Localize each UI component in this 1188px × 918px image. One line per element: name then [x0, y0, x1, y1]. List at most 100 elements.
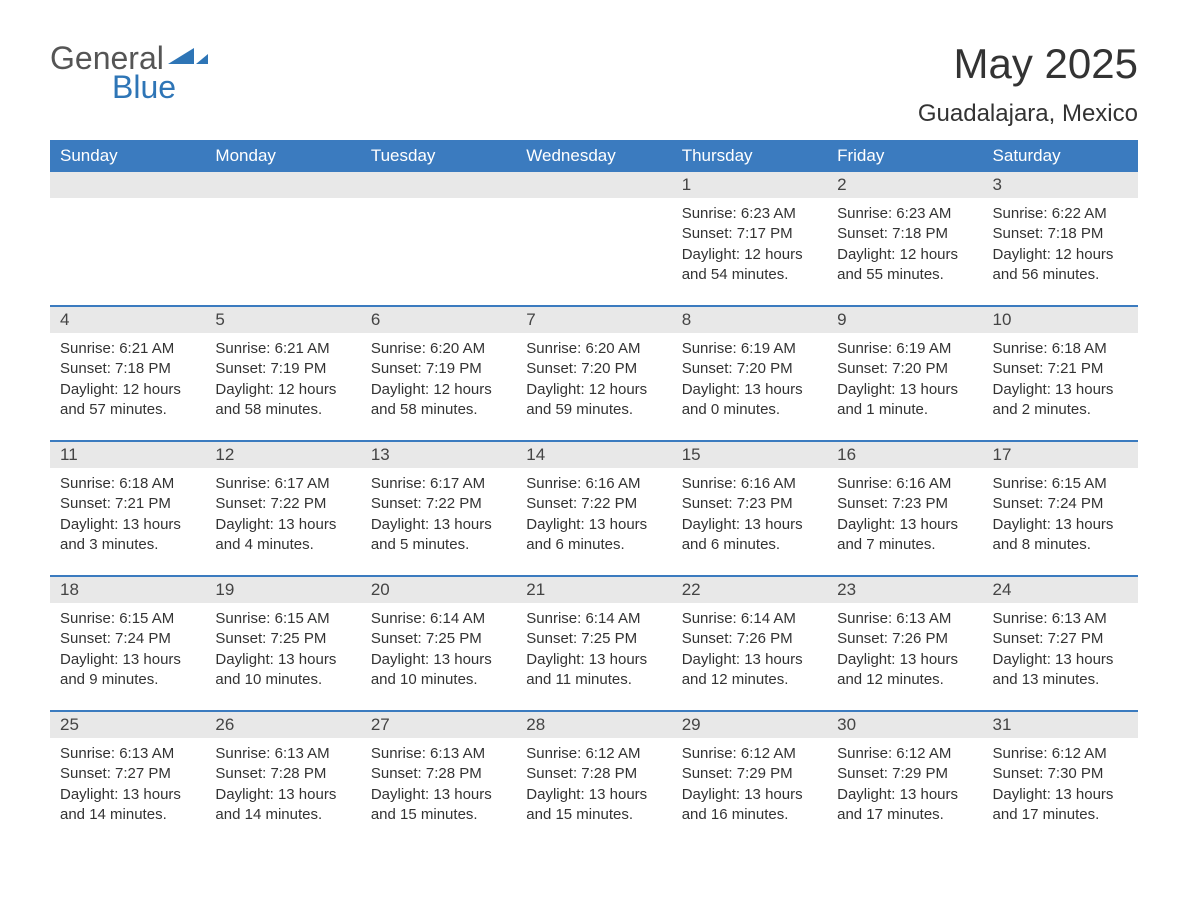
sunset-text: Sunset: 7:21 PM — [60, 494, 195, 514]
sunset-text: Sunset: 7:20 PM — [837, 359, 972, 379]
sunset-text: Sunset: 7:27 PM — [60, 764, 195, 784]
week-row: 18Sunrise: 6:15 AMSunset: 7:24 PMDayligh… — [50, 575, 1138, 696]
day-cell: 21Sunrise: 6:14 AMSunset: 7:25 PMDayligh… — [516, 577, 671, 696]
sunset-text: Sunset: 7:29 PM — [682, 764, 817, 784]
day-number: 4 — [50, 307, 205, 333]
day-number: 28 — [516, 712, 671, 738]
daylight-text: Daylight: 13 hours and 12 minutes. — [837, 650, 972, 691]
title-block: May 2025 Guadalajara, Mexico — [918, 40, 1138, 128]
day-cell: 16Sunrise: 6:16 AMSunset: 7:23 PMDayligh… — [827, 442, 982, 561]
day-number: 24 — [983, 577, 1138, 603]
day-number: 3 — [983, 172, 1138, 198]
sunrise-text: Sunrise: 6:16 AM — [682, 474, 817, 494]
header: General Blue May 2025 Guadalajara, Mexic… — [50, 40, 1138, 128]
day-number: 27 — [361, 712, 516, 738]
day-number: 20 — [361, 577, 516, 603]
day-number: 29 — [672, 712, 827, 738]
day-number: 17 — [983, 442, 1138, 468]
sunset-text: Sunset: 7:20 PM — [682, 359, 817, 379]
sunrise-text: Sunrise: 6:14 AM — [371, 609, 506, 629]
day-cell: 30Sunrise: 6:12 AMSunset: 7:29 PMDayligh… — [827, 712, 982, 831]
day-content: Sunrise: 6:23 AMSunset: 7:17 PMDaylight:… — [672, 198, 827, 285]
day-cell: 1Sunrise: 6:23 AMSunset: 7:17 PMDaylight… — [672, 172, 827, 291]
sunrise-text: Sunrise: 6:18 AM — [60, 474, 195, 494]
weekday-header: Friday — [827, 140, 982, 172]
sunset-text: Sunset: 7:25 PM — [371, 629, 506, 649]
sunrise-text: Sunrise: 6:17 AM — [215, 474, 350, 494]
sunset-text: Sunset: 7:19 PM — [215, 359, 350, 379]
daylight-text: Daylight: 12 hours and 58 minutes. — [371, 380, 506, 421]
sunset-text: Sunset: 7:17 PM — [682, 224, 817, 244]
day-number: 26 — [205, 712, 360, 738]
day-cell: 10Sunrise: 6:18 AMSunset: 7:21 PMDayligh… — [983, 307, 1138, 426]
sunrise-text: Sunrise: 6:16 AM — [526, 474, 661, 494]
day-number: 11 — [50, 442, 205, 468]
day-cell: 12Sunrise: 6:17 AMSunset: 7:22 PMDayligh… — [205, 442, 360, 561]
day-cell: 28Sunrise: 6:12 AMSunset: 7:28 PMDayligh… — [516, 712, 671, 831]
empty-day-bar — [50, 172, 205, 198]
day-number: 6 — [361, 307, 516, 333]
sunrise-text: Sunrise: 6:21 AM — [215, 339, 350, 359]
sunrise-text: Sunrise: 6:19 AM — [682, 339, 817, 359]
day-content: Sunrise: 6:14 AMSunset: 7:26 PMDaylight:… — [672, 603, 827, 690]
sunrise-text: Sunrise: 6:22 AM — [993, 204, 1128, 224]
day-number: 23 — [827, 577, 982, 603]
daylight-text: Daylight: 13 hours and 3 minutes. — [60, 515, 195, 556]
sunrise-text: Sunrise: 6:14 AM — [526, 609, 661, 629]
daylight-text: Daylight: 13 hours and 10 minutes. — [371, 650, 506, 691]
sunrise-text: Sunrise: 6:23 AM — [837, 204, 972, 224]
sunset-text: Sunset: 7:28 PM — [526, 764, 661, 784]
sunset-text: Sunset: 7:18 PM — [837, 224, 972, 244]
sunrise-text: Sunrise: 6:15 AM — [993, 474, 1128, 494]
daylight-text: Daylight: 13 hours and 11 minutes. — [526, 650, 661, 691]
day-content: Sunrise: 6:18 AMSunset: 7:21 PMDaylight:… — [983, 333, 1138, 420]
day-number: 31 — [983, 712, 1138, 738]
daylight-text: Daylight: 13 hours and 7 minutes. — [837, 515, 972, 556]
daylight-text: Daylight: 13 hours and 0 minutes. — [682, 380, 817, 421]
day-content: Sunrise: 6:15 AMSunset: 7:24 PMDaylight:… — [50, 603, 205, 690]
day-content: Sunrise: 6:12 AMSunset: 7:28 PMDaylight:… — [516, 738, 671, 825]
sunset-text: Sunset: 7:28 PM — [215, 764, 350, 784]
day-content: Sunrise: 6:19 AMSunset: 7:20 PMDaylight:… — [672, 333, 827, 420]
sunrise-text: Sunrise: 6:13 AM — [215, 744, 350, 764]
weekday-header: Monday — [205, 140, 360, 172]
day-content: Sunrise: 6:13 AMSunset: 7:28 PMDaylight:… — [361, 738, 516, 825]
day-cell: 31Sunrise: 6:12 AMSunset: 7:30 PMDayligh… — [983, 712, 1138, 831]
sunrise-text: Sunrise: 6:12 AM — [526, 744, 661, 764]
day-content: Sunrise: 6:19 AMSunset: 7:20 PMDaylight:… — [827, 333, 982, 420]
day-content: Sunrise: 6:15 AMSunset: 7:24 PMDaylight:… — [983, 468, 1138, 555]
day-cell: 5Sunrise: 6:21 AMSunset: 7:19 PMDaylight… — [205, 307, 360, 426]
weekday-header-row: Sunday Monday Tuesday Wednesday Thursday… — [50, 140, 1138, 172]
sunrise-text: Sunrise: 6:13 AM — [60, 744, 195, 764]
week-row: 25Sunrise: 6:13 AMSunset: 7:27 PMDayligh… — [50, 710, 1138, 831]
day-content: Sunrise: 6:12 AMSunset: 7:29 PMDaylight:… — [827, 738, 982, 825]
daylight-text: Daylight: 13 hours and 4 minutes. — [215, 515, 350, 556]
day-content: Sunrise: 6:14 AMSunset: 7:25 PMDaylight:… — [361, 603, 516, 690]
sunrise-text: Sunrise: 6:23 AM — [682, 204, 817, 224]
daylight-text: Daylight: 12 hours and 57 minutes. — [60, 380, 195, 421]
day-content: Sunrise: 6:12 AMSunset: 7:30 PMDaylight:… — [983, 738, 1138, 825]
day-cell: 26Sunrise: 6:13 AMSunset: 7:28 PMDayligh… — [205, 712, 360, 831]
sunrise-text: Sunrise: 6:12 AM — [682, 744, 817, 764]
daylight-text: Daylight: 12 hours and 58 minutes. — [215, 380, 350, 421]
day-cell: 20Sunrise: 6:14 AMSunset: 7:25 PMDayligh… — [361, 577, 516, 696]
sunset-text: Sunset: 7:21 PM — [993, 359, 1128, 379]
daylight-text: Daylight: 12 hours and 56 minutes. — [993, 245, 1128, 286]
day-cell: 19Sunrise: 6:15 AMSunset: 7:25 PMDayligh… — [205, 577, 360, 696]
empty-day-bar — [516, 172, 671, 198]
sunrise-text: Sunrise: 6:13 AM — [993, 609, 1128, 629]
sunset-text: Sunset: 7:23 PM — [837, 494, 972, 514]
daylight-text: Daylight: 13 hours and 5 minutes. — [371, 515, 506, 556]
day-content: Sunrise: 6:15 AMSunset: 7:25 PMDaylight:… — [205, 603, 360, 690]
day-cell: 2Sunrise: 6:23 AMSunset: 7:18 PMDaylight… — [827, 172, 982, 291]
day-number: 21 — [516, 577, 671, 603]
sunrise-text: Sunrise: 6:14 AM — [682, 609, 817, 629]
sunset-text: Sunset: 7:28 PM — [371, 764, 506, 784]
sunset-text: Sunset: 7:26 PM — [682, 629, 817, 649]
daylight-text: Daylight: 13 hours and 6 minutes. — [526, 515, 661, 556]
day-cell: 4Sunrise: 6:21 AMSunset: 7:18 PMDaylight… — [50, 307, 205, 426]
month-title: May 2025 — [918, 40, 1138, 88]
day-number: 13 — [361, 442, 516, 468]
day-content: Sunrise: 6:20 AMSunset: 7:20 PMDaylight:… — [516, 333, 671, 420]
daylight-text: Daylight: 13 hours and 9 minutes. — [60, 650, 195, 691]
